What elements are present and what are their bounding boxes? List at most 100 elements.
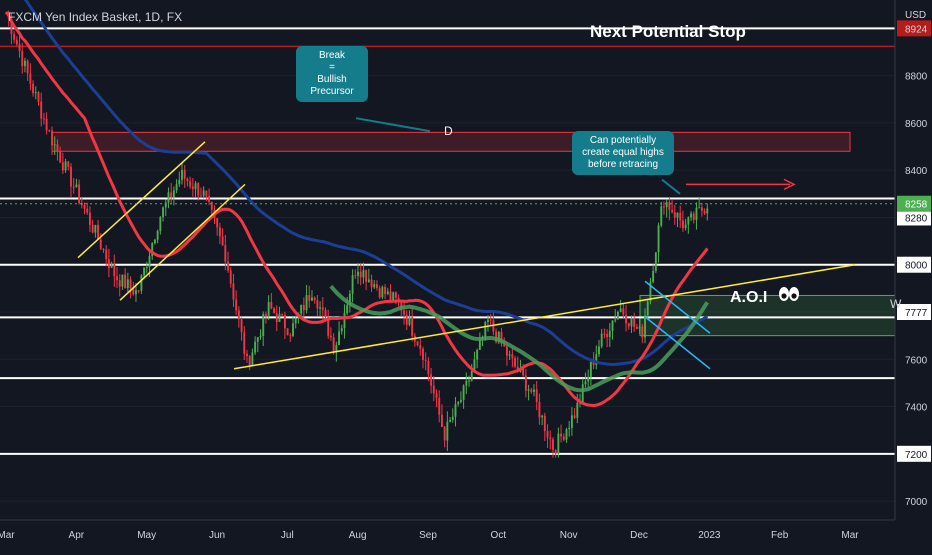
candle-body bbox=[67, 161, 70, 167]
candle-body bbox=[570, 415, 573, 428]
candle-body bbox=[592, 361, 595, 365]
price-tick-label: 8600 bbox=[905, 119, 928, 130]
candle-body bbox=[273, 308, 276, 314]
candle-body bbox=[102, 249, 105, 251]
candle-body bbox=[26, 60, 29, 74]
time-tick-label: 2023 bbox=[698, 530, 721, 541]
aoi-text: A.O.I bbox=[730, 289, 768, 306]
time-tick-label: Nov bbox=[560, 530, 578, 541]
candle-body bbox=[29, 73, 32, 84]
candle-body bbox=[500, 332, 503, 344]
candle-body bbox=[186, 178, 189, 182]
target-arrow-head bbox=[783, 178, 796, 191]
candle-body bbox=[443, 427, 446, 441]
candle-body bbox=[676, 212, 679, 218]
candle-body bbox=[557, 433, 560, 454]
break-pointer bbox=[355, 117, 431, 133]
candle-body bbox=[549, 437, 552, 440]
candle-body bbox=[37, 92, 40, 102]
candle-body bbox=[200, 195, 202, 197]
candle-body bbox=[403, 310, 405, 315]
break-callout: Break = Bullish Precursor bbox=[296, 46, 368, 102]
candle-body bbox=[359, 271, 362, 278]
candle-body bbox=[229, 270, 232, 284]
candle-body bbox=[405, 314, 408, 325]
candle-body bbox=[10, 18, 13, 34]
candle-body bbox=[40, 101, 43, 119]
candle-body bbox=[167, 192, 170, 203]
candle-body bbox=[143, 267, 146, 276]
candle-body bbox=[264, 314, 267, 316]
candle-body bbox=[435, 393, 438, 398]
aoi-edge-label: W bbox=[890, 297, 902, 311]
candle-body bbox=[278, 313, 281, 322]
candle-body bbox=[137, 290, 140, 292]
candle-body bbox=[703, 210, 706, 214]
candle-body bbox=[270, 301, 273, 309]
candle-body bbox=[554, 449, 557, 454]
candle-body bbox=[638, 326, 641, 329]
candle-body bbox=[633, 318, 636, 327]
price-badge bbox=[897, 304, 931, 320]
current-price-badge bbox=[897, 195, 931, 212]
candle-body bbox=[294, 318, 297, 324]
candle-body bbox=[381, 286, 384, 298]
candle-body bbox=[695, 207, 698, 221]
candle-body bbox=[451, 416, 454, 420]
candle-body bbox=[140, 275, 143, 291]
eyes-icon bbox=[778, 286, 800, 307]
candle-body bbox=[565, 429, 568, 440]
candle-body bbox=[560, 433, 563, 437]
ma-blue-line bbox=[23, 0, 709, 367]
candle-body bbox=[497, 332, 500, 343]
candle-body bbox=[53, 144, 56, 146]
candle-body bbox=[72, 186, 75, 188]
candle-body bbox=[24, 60, 26, 67]
candle-body bbox=[56, 144, 59, 152]
candle-body bbox=[438, 397, 441, 415]
candle-body bbox=[75, 184, 78, 188]
candle-body bbox=[202, 190, 205, 196]
candle-body bbox=[110, 263, 113, 268]
candle-body bbox=[511, 354, 514, 359]
candle-body bbox=[316, 300, 319, 309]
candle-body bbox=[573, 415, 576, 418]
candle-body bbox=[600, 333, 603, 347]
candle-body bbox=[503, 343, 506, 347]
candle-body bbox=[522, 368, 525, 376]
candle-body bbox=[156, 231, 159, 240]
candle-body bbox=[622, 308, 625, 315]
candle-body bbox=[86, 208, 89, 213]
price-tick-label: 7000 bbox=[905, 497, 928, 508]
candle-body bbox=[543, 415, 546, 432]
candle-body bbox=[118, 280, 121, 287]
candle-body bbox=[457, 402, 460, 405]
candle-body bbox=[587, 377, 590, 382]
price-badge bbox=[897, 209, 931, 226]
price-tick-label: 7200 bbox=[905, 450, 928, 461]
candle-body bbox=[145, 266, 148, 268]
candle-body bbox=[394, 292, 397, 298]
break-callout-line: Bullish bbox=[317, 74, 347, 85]
candle-body bbox=[132, 288, 135, 295]
candle-body bbox=[535, 389, 538, 403]
candle-body bbox=[654, 252, 657, 271]
candle-body bbox=[584, 381, 587, 385]
candle-body bbox=[538, 402, 541, 418]
candle-body bbox=[64, 161, 67, 171]
candle-body bbox=[440, 414, 443, 428]
candle-body bbox=[489, 319, 492, 321]
candle-body bbox=[635, 326, 638, 329]
candle-body bbox=[616, 311, 619, 320]
candle-body bbox=[267, 301, 270, 316]
candle-body bbox=[370, 279, 373, 288]
candle-body bbox=[164, 202, 167, 208]
candle-body bbox=[151, 243, 154, 257]
candle-body bbox=[88, 212, 91, 225]
price-tick-label: 8924 bbox=[905, 24, 928, 35]
price-tick-label: 7777 bbox=[905, 308, 928, 319]
candle-body bbox=[21, 51, 24, 67]
candle-body bbox=[32, 83, 35, 94]
time-tick-label: Mar bbox=[841, 530, 859, 541]
break-callout-line: Break bbox=[318, 50, 346, 61]
